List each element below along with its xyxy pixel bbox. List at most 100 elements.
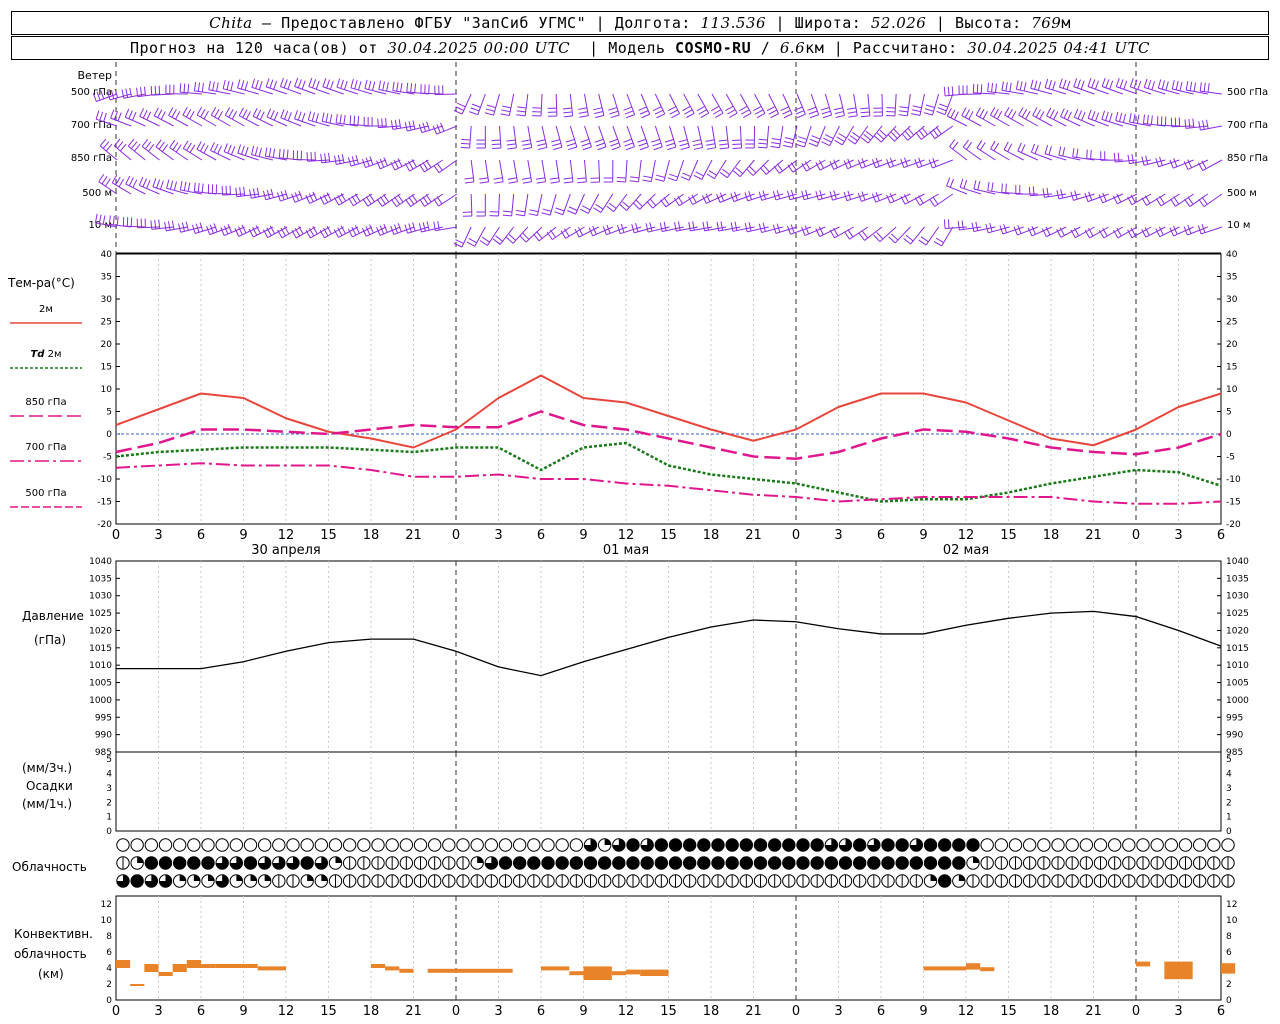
wind-barb bbox=[875, 193, 897, 203]
precip-y-tick: 4 bbox=[1226, 770, 1232, 780]
wind-barb-flag bbox=[105, 143, 113, 152]
cloud-symbol-low bbox=[810, 874, 824, 888]
cloud-symbol-middle bbox=[484, 856, 499, 870]
wind-barb-flag bbox=[801, 226, 806, 236]
wind-barb-flag bbox=[394, 119, 398, 129]
wind-barb bbox=[620, 226, 642, 235]
wind-barb-flag bbox=[343, 80, 348, 90]
cloud-symbol-low bbox=[697, 874, 711, 888]
wind-barb-flag bbox=[354, 225, 360, 234]
wind-barb-flag bbox=[582, 146, 592, 151]
wind-barb-flag bbox=[412, 222, 416, 232]
wind-barb-flag bbox=[95, 110, 100, 120]
wind-barb bbox=[1003, 149, 1024, 161]
wind-barb bbox=[565, 226, 585, 239]
wind-barb bbox=[125, 183, 146, 195]
precip-y-tick: 3 bbox=[1226, 784, 1232, 794]
wind-barb-flag bbox=[691, 194, 697, 203]
wind-barb bbox=[606, 226, 628, 236]
wind-barb-flag bbox=[652, 142, 662, 147]
wind-barb-flag bbox=[1073, 227, 1080, 237]
cloud-symbol-middle bbox=[838, 856, 853, 870]
wind-barb bbox=[511, 193, 515, 216]
cloud-symbol-high bbox=[1178, 838, 1193, 852]
wind-barb-flag bbox=[1091, 111, 1096, 120]
cloud-symbol-low bbox=[952, 874, 966, 888]
wind-barb bbox=[766, 125, 770, 148]
wind-barb bbox=[867, 93, 871, 116]
wind-barb-flag bbox=[492, 238, 501, 245]
wind-barb-flag bbox=[754, 109, 764, 115]
wind-barb-flag bbox=[596, 142, 605, 147]
wind-barb-flag bbox=[308, 77, 313, 87]
wind-barb-flag bbox=[1077, 79, 1081, 89]
wind-barb-flag bbox=[433, 221, 436, 231]
conv-cloud-bar bbox=[611, 971, 626, 976]
pressure-y-tick: 990 bbox=[95, 731, 112, 741]
wind-barb-flag bbox=[1187, 196, 1194, 205]
wind-barb-flag bbox=[815, 228, 821, 237]
wind-barb-flag bbox=[1037, 81, 1042, 91]
conv-x-tick: 6 bbox=[877, 1004, 885, 1019]
wind-barb-flag bbox=[795, 143, 805, 148]
wind-barb bbox=[990, 148, 1010, 161]
cloud-symbol-high bbox=[442, 838, 456, 852]
cloud-symbol-high bbox=[640, 838, 654, 852]
conv-cloud-bar bbox=[966, 963, 981, 970]
cloud-symbol-high bbox=[937, 838, 952, 852]
wind-barb-flag bbox=[876, 132, 885, 140]
wind-barb-flag bbox=[1184, 119, 1187, 129]
cloud-symbol-low bbox=[1037, 874, 1051, 888]
cloud-symbol-high bbox=[456, 838, 470, 852]
cloud-symbol-middle bbox=[357, 856, 371, 870]
lon-value: 113.536 bbox=[700, 14, 767, 32]
wind-barb bbox=[438, 193, 458, 207]
cloud-symbol-high bbox=[1136, 838, 1150, 852]
wind-barb-flag bbox=[847, 229, 854, 238]
wind-barb-flag bbox=[743, 112, 752, 119]
wind-barb bbox=[1187, 159, 1209, 170]
wind-barb-flag bbox=[656, 113, 665, 119]
wind-barb-flag bbox=[354, 80, 358, 90]
cloud-symbol-high bbox=[541, 838, 555, 852]
wind-barb-flag bbox=[396, 82, 399, 92]
wind-barb-flag bbox=[566, 142, 576, 147]
wind-barb-flag bbox=[592, 225, 597, 235]
wind-barb-flag bbox=[535, 177, 546, 180]
wind-barb-flag bbox=[1198, 198, 1205, 207]
cloud-symbol-high bbox=[371, 838, 385, 852]
wind-barb-flag bbox=[976, 140, 983, 149]
cloud-symbol-middle bbox=[442, 856, 456, 870]
wind-barb-flag bbox=[860, 115, 870, 118]
wind-barb-flag bbox=[508, 181, 518, 184]
cloud-symbol-middle bbox=[810, 856, 824, 870]
wind-barb bbox=[309, 193, 330, 204]
temp-y-tick: -20 bbox=[97, 520, 112, 530]
wind-barb-flag bbox=[688, 221, 691, 231]
cloud-symbol-middle bbox=[966, 856, 980, 870]
wind-barb-flag bbox=[1020, 144, 1026, 153]
wind-barb-flag bbox=[1027, 227, 1033, 237]
precip-y-tick: 3 bbox=[106, 784, 112, 794]
wind-barb-flag bbox=[394, 224, 398, 234]
wind-barb-flag bbox=[665, 142, 675, 147]
wind-barb-flag bbox=[326, 79, 331, 89]
wind-barb-flag bbox=[783, 144, 793, 148]
wind-barb bbox=[438, 159, 458, 174]
wind-barb-flag bbox=[113, 110, 119, 120]
temp-y-tick: 40 bbox=[101, 250, 113, 260]
wind-barb-flag bbox=[834, 111, 844, 115]
wind-barb bbox=[195, 226, 217, 234]
wind-barb-flag bbox=[957, 221, 960, 231]
wind-barb-flag bbox=[611, 146, 621, 151]
wind-barb-flag bbox=[1073, 78, 1078, 87]
wind-barb-flag bbox=[947, 86, 950, 96]
wind-barb-flag bbox=[386, 82, 389, 92]
wind-barb bbox=[987, 91, 1010, 95]
cloud-symbol-middle bbox=[498, 856, 513, 870]
temp-x-tick: 12 bbox=[278, 528, 295, 543]
wind-barb-flag bbox=[110, 90, 115, 99]
cloud-symbol-middle bbox=[753, 856, 768, 870]
cloud-symbol-low bbox=[1079, 874, 1094, 888]
wind-barb-flag bbox=[528, 213, 538, 217]
